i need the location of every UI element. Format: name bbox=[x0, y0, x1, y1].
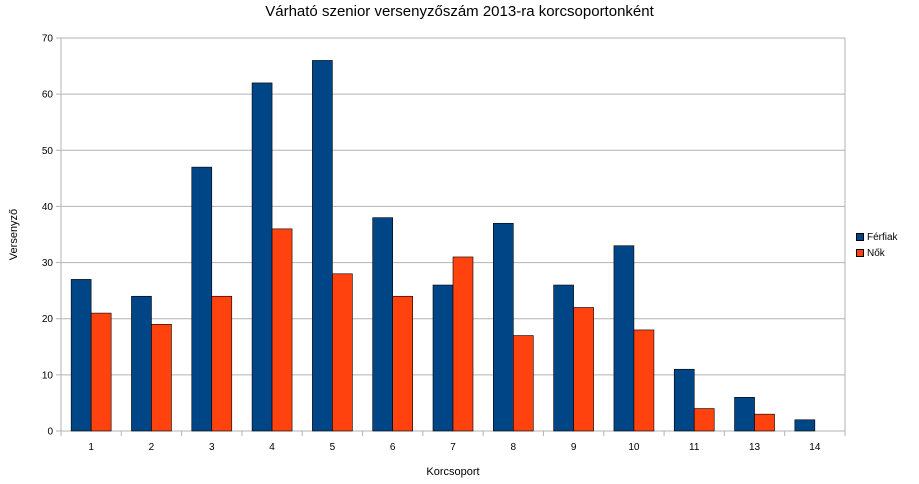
bar-nok-1 bbox=[90, 312, 112, 432]
y-tick-label: 40 bbox=[42, 202, 54, 213]
bar-ferfiak-6 bbox=[372, 217, 393, 432]
bar-ferfiak-13 bbox=[734, 397, 755, 432]
x-axis-title: Korcsoport bbox=[426, 466, 479, 478]
x-tick-label: 4 bbox=[269, 442, 275, 453]
bar-ferfiak-9 bbox=[553, 284, 574, 432]
x-tick-label: 7 bbox=[450, 442, 456, 453]
bar-ferfiak-3 bbox=[191, 166, 213, 432]
x-tick-label: 9 bbox=[571, 442, 577, 453]
x-tick-label: 14 bbox=[809, 442, 821, 453]
y-tick-label: 20 bbox=[42, 314, 54, 325]
chart-title: Várható szenior versenyzőszám 2013-ra ko… bbox=[265, 3, 654, 20]
bar-ferfiak-4 bbox=[251, 82, 273, 432]
legend-item-ferfiak: Férfiak bbox=[856, 229, 898, 245]
legend: Férfiak Nők bbox=[856, 229, 898, 261]
x-tick-label: 11 bbox=[689, 442, 700, 453]
x-tick-label: 5 bbox=[330, 442, 336, 453]
x-tick-label: 10 bbox=[628, 442, 640, 453]
legend-label-ferfiak: Férfiak bbox=[867, 231, 898, 243]
bar-nok-7 bbox=[452, 256, 474, 432]
bar-nok-6 bbox=[392, 295, 413, 432]
bar-ferfiak-10 bbox=[613, 245, 635, 432]
bar-ferfiak-14 bbox=[794, 419, 816, 432]
bar-ferfiak-8 bbox=[493, 222, 514, 432]
bar-ferfiak-1 bbox=[70, 279, 92, 432]
x-tick-label: 8 bbox=[511, 442, 517, 453]
x-tick-label: 1 bbox=[88, 442, 94, 453]
x-tick-label: 3 bbox=[209, 442, 215, 453]
bar-nok-11 bbox=[693, 408, 715, 432]
y-tick-label: 60 bbox=[42, 90, 54, 101]
y-tick-label: 50 bbox=[42, 146, 54, 157]
legend-swatch-ferfiak bbox=[856, 233, 864, 241]
y-tick-label: 0 bbox=[47, 427, 53, 438]
y-tick-labels: 0 10 20 30 40 50 60 70 bbox=[42, 34, 54, 438]
y-tick-label: 30 bbox=[42, 258, 54, 269]
bar-nok-10 bbox=[633, 329, 655, 432]
bar-nok-8 bbox=[513, 335, 534, 432]
y-tick-label: 70 bbox=[42, 34, 54, 45]
bar-nok-13 bbox=[754, 413, 775, 432]
legend-label-nok: Nők bbox=[867, 247, 885, 259]
legend-item-nok: Nők bbox=[856, 245, 898, 261]
bar-nok-3 bbox=[211, 295, 233, 432]
bar-ferfiak-5 bbox=[312, 60, 333, 432]
bar-nok-4 bbox=[271, 228, 293, 432]
bar-nok-2 bbox=[151, 324, 172, 432]
bar-nok-5 bbox=[332, 273, 353, 432]
x-tick-label: 13 bbox=[749, 442, 761, 453]
legend-swatch-nok bbox=[856, 249, 864, 257]
y-axis-title: Versenyző bbox=[8, 209, 20, 260]
x-tick-label: 6 bbox=[390, 442, 396, 453]
bar-ferfiak-2 bbox=[131, 295, 152, 432]
x-tick-label: 2 bbox=[149, 442, 155, 453]
bars bbox=[70, 60, 816, 432]
x-tick-labels: 1 2 3 4 5 6 7 8 9 10 11 13 14 bbox=[88, 442, 820, 453]
bar-nok-9 bbox=[573, 307, 594, 432]
bar-ferfiak-11 bbox=[673, 368, 695, 432]
bar-ferfiak-7 bbox=[432, 284, 454, 432]
y-tick-label: 10 bbox=[42, 370, 54, 381]
